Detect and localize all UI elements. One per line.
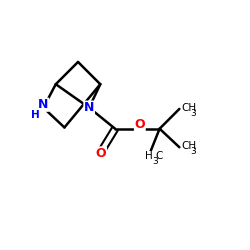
Text: N: N: [84, 101, 94, 114]
Text: 3: 3: [152, 157, 158, 166]
Text: H: H: [31, 110, 40, 120]
Text: CH: CH: [181, 141, 196, 151]
Text: 3: 3: [190, 147, 196, 156]
Text: O: O: [134, 118, 145, 131]
Text: C: C: [155, 151, 162, 161]
Text: CH: CH: [181, 103, 196, 113]
Text: 3: 3: [190, 109, 196, 118]
Text: O: O: [96, 147, 106, 160]
Text: N: N: [38, 98, 48, 111]
Text: H: H: [144, 151, 152, 161]
